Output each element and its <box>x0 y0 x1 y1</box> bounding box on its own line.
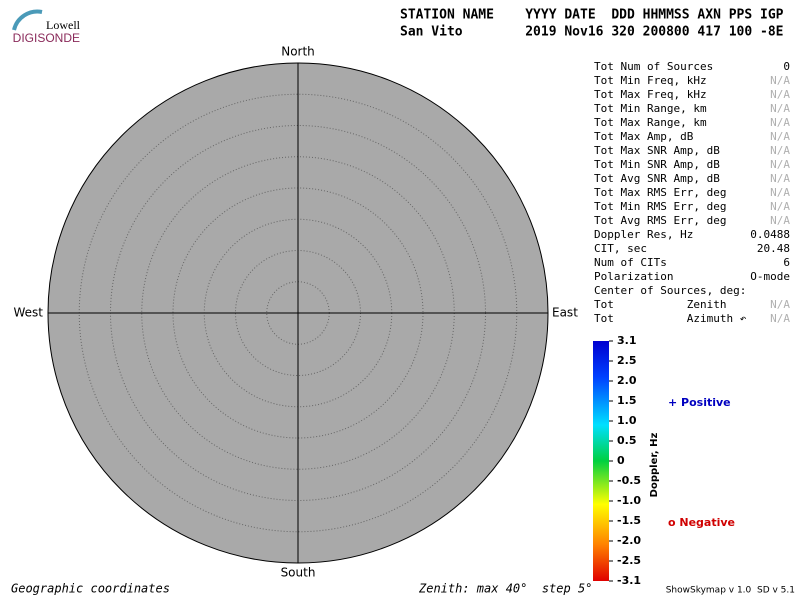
east-label: East <box>552 306 578 320</box>
stat-value: N/A <box>770 130 790 143</box>
stat-label: Tot Zenith <box>594 298 726 311</box>
colorbar-tick-label: 2.0 <box>617 374 637 387</box>
footer-version: ShowSkymap v 1.0 SD v 5.1 <box>666 586 795 596</box>
stat-value: 0.0488 <box>750 228 790 241</box>
colorbar-tick-label: -2.5 <box>617 554 641 567</box>
stat-label: Tot Num of Sources <box>594 60 713 73</box>
logo-bottom: DIGISONDE <box>13 31 80 45</box>
stat-label: Tot Max SNR Amp, dB <box>594 144 720 157</box>
footer-coordinates: Geographic coordinates <box>11 582 170 596</box>
footer-zenith: Zenith: max 40° step 5° <box>418 582 592 596</box>
stat-label: Polarization <box>594 270 673 283</box>
stat-label: Tot Min RMS Err, deg <box>594 200 726 213</box>
colorbar-tick-label: -0.5 <box>617 474 641 487</box>
colorbar <box>593 341 609 581</box>
south-label: South <box>281 566 316 580</box>
polar-plot <box>47 62 549 564</box>
stat-label: Tot Avg RMS Err, deg <box>594 214 726 227</box>
colorbar-tick-label: -1.5 <box>617 514 641 527</box>
colorbar-tick-label: 0 <box>617 454 625 467</box>
colorbar-tick-label: 1.5 <box>617 394 637 407</box>
colorbar-tick-label: 1.0 <box>617 414 637 427</box>
colorbar-tick-label: 3.1 <box>617 334 637 347</box>
stat-value: N/A <box>770 144 790 157</box>
stat-value: N/A <box>770 200 790 213</box>
logo-top: Lowell <box>46 18 81 32</box>
stat-value: 6 <box>783 256 790 269</box>
stat-label: Tot Max Amp, dB <box>594 130 694 143</box>
colorbar-tick-label: -2.0 <box>617 534 641 547</box>
stat-value: N/A <box>770 186 790 199</box>
stat-value: N/A <box>770 298 790 311</box>
colorbar-title: Doppler, Hz <box>649 433 660 498</box>
stat-value: N/A <box>770 172 790 185</box>
stat-label: Num of CITs <box>594 256 667 269</box>
stat-value: N/A <box>770 214 790 227</box>
header-labels: STATION NAME YYYY DATE DDD HHMMSS AXN PP… <box>400 8 784 23</box>
stat-label: Tot Min Range, km <box>594 102 707 115</box>
legend-positive: + Positive <box>668 396 731 409</box>
stat-value: 20.48 <box>757 242 790 255</box>
stat-value: N/A <box>770 312 790 325</box>
logo-arc <box>12 9 43 31</box>
stat-value: N/A <box>770 116 790 129</box>
stat-label: Center of Sources, deg: <box>594 284 746 297</box>
colorbar-tick-label: -3.1 <box>617 574 641 587</box>
stat-label: Tot Avg SNR Amp, dB <box>594 172 720 185</box>
stat-value: 0 <box>783 60 790 73</box>
stat-label: Tot Max Range, km <box>594 116 707 129</box>
legend-negative: o Negative <box>668 516 735 529</box>
stat-value: N/A <box>770 74 790 87</box>
stat-label: Tot Azimuth ↶ <box>594 312 747 325</box>
stat-label: Doppler Res, Hz <box>594 228 693 241</box>
west-label: West <box>13 306 43 320</box>
stat-value: N/A <box>770 158 790 171</box>
stat-label: Tot Min SNR Amp, dB <box>594 158 720 171</box>
north-label: North <box>281 45 315 59</box>
stats-panel: Tot Num of Sources 0 Tot Min Freq, kHz N/A T… <box>594 60 790 325</box>
stat-value: N/A <box>770 102 790 115</box>
header-values: San Vito 2019 Nov16 320 200800 417 100 -… <box>400 25 784 40</box>
colorbar-tick-label: 0.5 <box>617 434 637 447</box>
stat-label: Tot Max RMS Err, deg <box>594 186 726 199</box>
stat-label: Tot Min Freq, kHz <box>594 74 707 87</box>
stat-label: CIT, sec <box>594 242 647 255</box>
colorbar-ticks: 3.1 2.5 2.0 1.5 1.0 0.5 0 -0.5 -1.0 -1.5 -2.0 -2.5 -… <box>609 334 641 587</box>
stat-value: N/A <box>770 88 790 101</box>
stat-value: O-mode <box>750 270 790 283</box>
colorbar-tick-label: 2.5 <box>617 354 637 367</box>
stat-label: Tot Max Freq, kHz <box>594 88 707 101</box>
colorbar-tick-label: -1.0 <box>617 494 641 507</box>
